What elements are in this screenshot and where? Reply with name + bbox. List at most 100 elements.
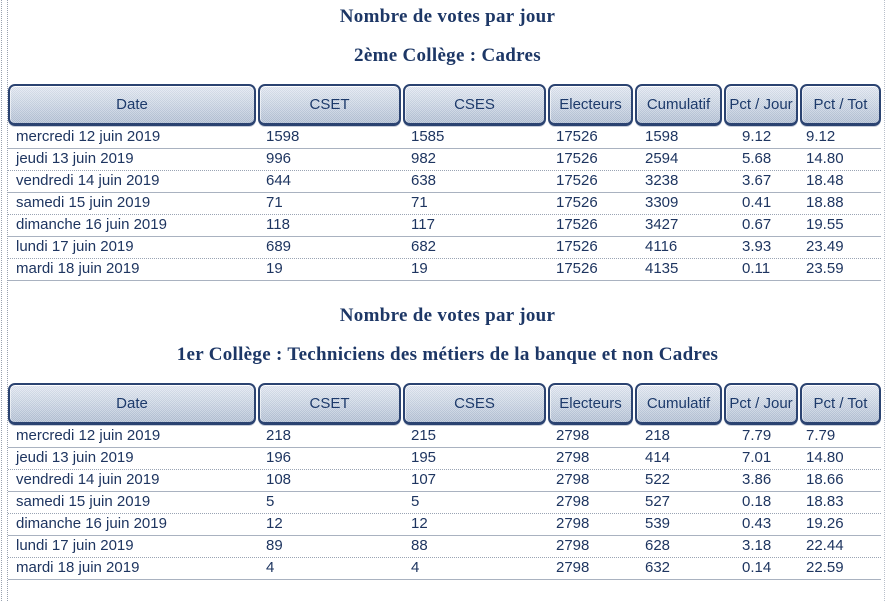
table-cell: 522 [645, 471, 671, 488]
table-cell: 22.59 [806, 559, 844, 576]
table-cell: 527 [645, 493, 671, 510]
table-row: lundi 17 juin 2019 89 88 2798 628 3.18 22.44 [8, 536, 881, 558]
table-cell: 3.86 [742, 471, 772, 488]
table-cell: 23.59 [806, 260, 844, 277]
table-cell: 0.18 [742, 493, 772, 510]
table-cell: 14.80 [806, 150, 844, 167]
table-cell: jeudi 13 juin 2019 [16, 449, 134, 466]
column-header-date[interactable]: Date [8, 84, 256, 126]
table-cell: 414 [645, 449, 671, 466]
table-cell: 644 [266, 172, 292, 189]
table-cell: 689 [266, 238, 292, 255]
table-cell: 5 [266, 493, 275, 510]
table-body: mercredi 12 juin 2019 218 215 2798 218 7.79 7.… [8, 426, 881, 580]
table-cell: 3.93 [742, 238, 772, 255]
table-cell: 3309 [645, 194, 679, 211]
table-cell: 107 [411, 471, 437, 488]
table-cell: 539 [645, 515, 671, 532]
table-cell: 18.88 [806, 194, 844, 211]
table-cell: 218 [266, 427, 292, 444]
table-cell: 4116 [645, 238, 678, 255]
table-row: mardi 18 juin 2019 4 4 2798 632 0.14 22.59 [8, 558, 881, 580]
table-row: vendredi 14 juin 2019 644 638 17526 3238 3.67… [8, 171, 881, 193]
table-cell: 12 [266, 515, 283, 532]
table-row: dimanche 16 juin 2019 12 12 2798 539 0.43 19.2… [8, 514, 881, 536]
table-cell: 2798 [556, 427, 590, 444]
section-subtitle: 1er Collège : Techniciens des métiers de… [176, 344, 719, 365]
table-cell: mardi 18 juin 2019 [16, 260, 140, 277]
table-row: lundi 17 juin 2019 689 682 17526 4116 3.93 23.… [8, 237, 881, 259]
table-cell: 2798 [556, 493, 590, 510]
table-cell: 5 [411, 493, 420, 510]
table-cell: 17526 [556, 128, 598, 145]
table-cell: 215 [411, 427, 437, 444]
table-cell: 638 [411, 172, 437, 189]
table-cell: 18.83 [806, 493, 844, 510]
table-cell: 2798 [556, 471, 590, 488]
table-header-row: Date CSET CSES Electeurs Cumulatif Pct /… [8, 383, 881, 425]
table-cell: 9.12 [742, 128, 772, 145]
column-header-cset[interactable]: CSET [258, 383, 401, 425]
column-header-pct-jour[interactable]: Pct / Jour [724, 84, 798, 126]
table-cell: lundi 17 juin 2019 [16, 238, 134, 255]
table-cell: 0.11 [742, 260, 771, 277]
column-header-pct-jour[interactable]: Pct / Jour [724, 383, 798, 425]
table-cell: 0.14 [742, 559, 772, 576]
table-cell: 2798 [556, 449, 590, 466]
column-header-electeurs[interactable]: Electeurs [548, 383, 633, 425]
table-cell: 19.26 [806, 515, 844, 532]
table-cell: 1598 [266, 128, 300, 145]
table-cell: 3.67 [742, 172, 772, 189]
table-cell: 118 [266, 216, 290, 233]
table-cell: samedi 15 juin 2019 [16, 493, 151, 510]
table-cell: 4 [266, 559, 275, 576]
column-header-date[interactable]: Date [8, 383, 256, 425]
report-page: Nombre de votes par jour 2ème Collège : … [8, 0, 887, 580]
table-cell: 9.12 [806, 128, 836, 145]
table-cell: 0.67 [742, 216, 772, 233]
table-cell: 17526 [556, 260, 598, 277]
column-header-cumulatif[interactable]: Cumulatif [635, 383, 722, 425]
table-cell: 2798 [556, 537, 590, 554]
table-cell: 17526 [556, 194, 598, 211]
table-row: vendredi 14 juin 2019 108 107 2798 522 3.86 18… [8, 470, 881, 492]
table-cell: 2798 [556, 559, 590, 576]
table-cell: 14.80 [806, 449, 844, 466]
table-cell: 89 [266, 537, 283, 554]
column-header-cses[interactable]: CSES [403, 383, 546, 425]
table-row: samedi 15 juin 2019 5 5 2798 527 0.18 18.83 [8, 492, 881, 514]
column-header-pct-tot[interactable]: Pct / Tot [800, 84, 881, 126]
votes-table: Date CSET CSES Electeurs Cumulatif Pct /… [8, 84, 881, 281]
table-cell: 71 [266, 194, 283, 211]
table-cell: 18.66 [806, 471, 844, 488]
table-cell: jeudi 13 juin 2019 [16, 150, 134, 167]
table-cell: 12 [411, 515, 428, 532]
table-cell: 117 [411, 216, 435, 233]
table-cell: 4135 [645, 260, 679, 277]
table-cell: 195 [411, 449, 437, 466]
table-cell: 71 [411, 194, 428, 211]
column-header-electeurs[interactable]: Electeurs [548, 84, 633, 126]
column-header-cumulatif[interactable]: Cumulatif [635, 84, 722, 126]
table-cell: 3238 [645, 172, 679, 189]
section-subtitle: 2ème Collège : Cadres [354, 45, 541, 66]
table-cell: 7.79 [806, 427, 836, 444]
table-cell: mercredi 12 juin 2019 [16, 128, 161, 145]
table-cell: 88 [411, 537, 428, 554]
table-row: mercredi 12 juin 2019 1598 1585 17526 1598 9.… [8, 127, 881, 149]
table-cell: 7.01 [742, 449, 772, 466]
table-cell: 23.49 [806, 238, 844, 255]
votes-table: Date CSET CSES Electeurs Cumulatif Pct /… [8, 383, 881, 580]
table-cell: 1598 [645, 128, 679, 145]
table-cell: 5.68 [742, 150, 772, 167]
column-header-cses[interactable]: CSES [403, 84, 546, 126]
table-cell: 632 [645, 559, 671, 576]
table-cell: 17526 [556, 150, 598, 167]
table-row: mercredi 12 juin 2019 218 215 2798 218 7.79 7.… [8, 426, 881, 448]
column-header-cset[interactable]: CSET [258, 84, 401, 126]
table-body: mercredi 12 juin 2019 1598 1585 17526 1598 9.… [8, 127, 881, 281]
table-cell: 22.44 [806, 537, 844, 554]
votes-section-techniciens: Nombre de votes par jour 1er Collège : T… [8, 305, 887, 580]
column-header-pct-tot[interactable]: Pct / Tot [800, 383, 881, 425]
table-cell: dimanche 16 juin 2019 [16, 515, 167, 532]
